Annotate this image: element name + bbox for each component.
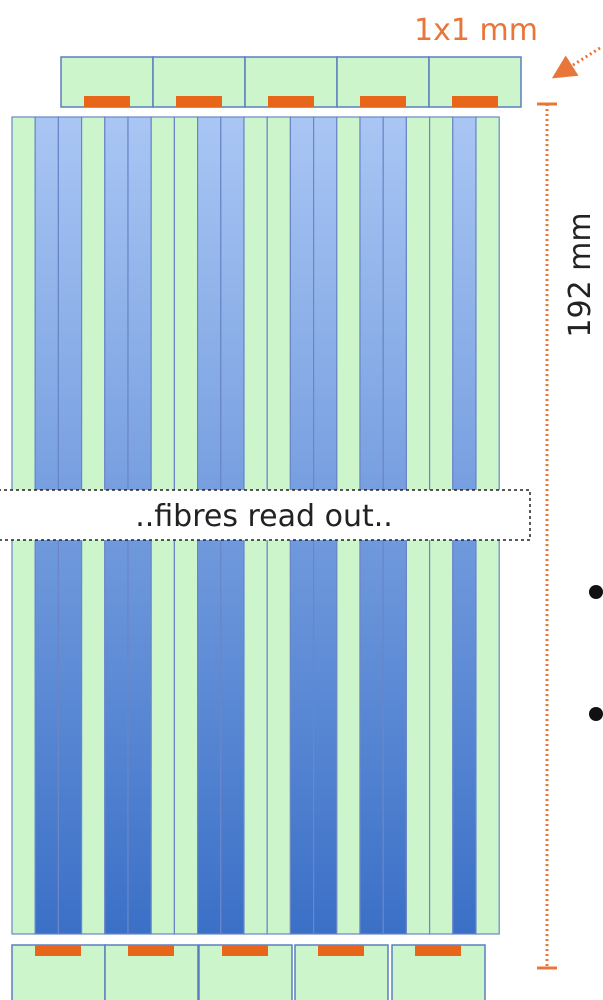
sensor-pad xyxy=(128,945,174,956)
sensor-pad xyxy=(318,945,364,956)
top-readout xyxy=(60,56,522,108)
sensor-pad xyxy=(176,96,222,107)
length-label: 192 mm xyxy=(563,212,598,337)
readout-box xyxy=(198,944,293,1000)
pixel-size-label: 1x1 mm xyxy=(414,13,538,48)
bullet xyxy=(589,585,603,599)
sensor-pad xyxy=(268,96,314,107)
sensor-pad xyxy=(360,96,406,107)
gap-box xyxy=(0,489,531,541)
bottom-readout xyxy=(11,944,486,1000)
sensor-pad xyxy=(84,96,130,107)
pixel-arrow xyxy=(551,46,601,79)
sensor-pad xyxy=(222,945,268,956)
gap-note: ..fibres read out.. xyxy=(135,499,393,534)
sensor-pad xyxy=(452,96,498,107)
sensor-pad xyxy=(415,945,461,956)
bullet xyxy=(589,707,603,721)
sensor-pad xyxy=(35,945,81,956)
